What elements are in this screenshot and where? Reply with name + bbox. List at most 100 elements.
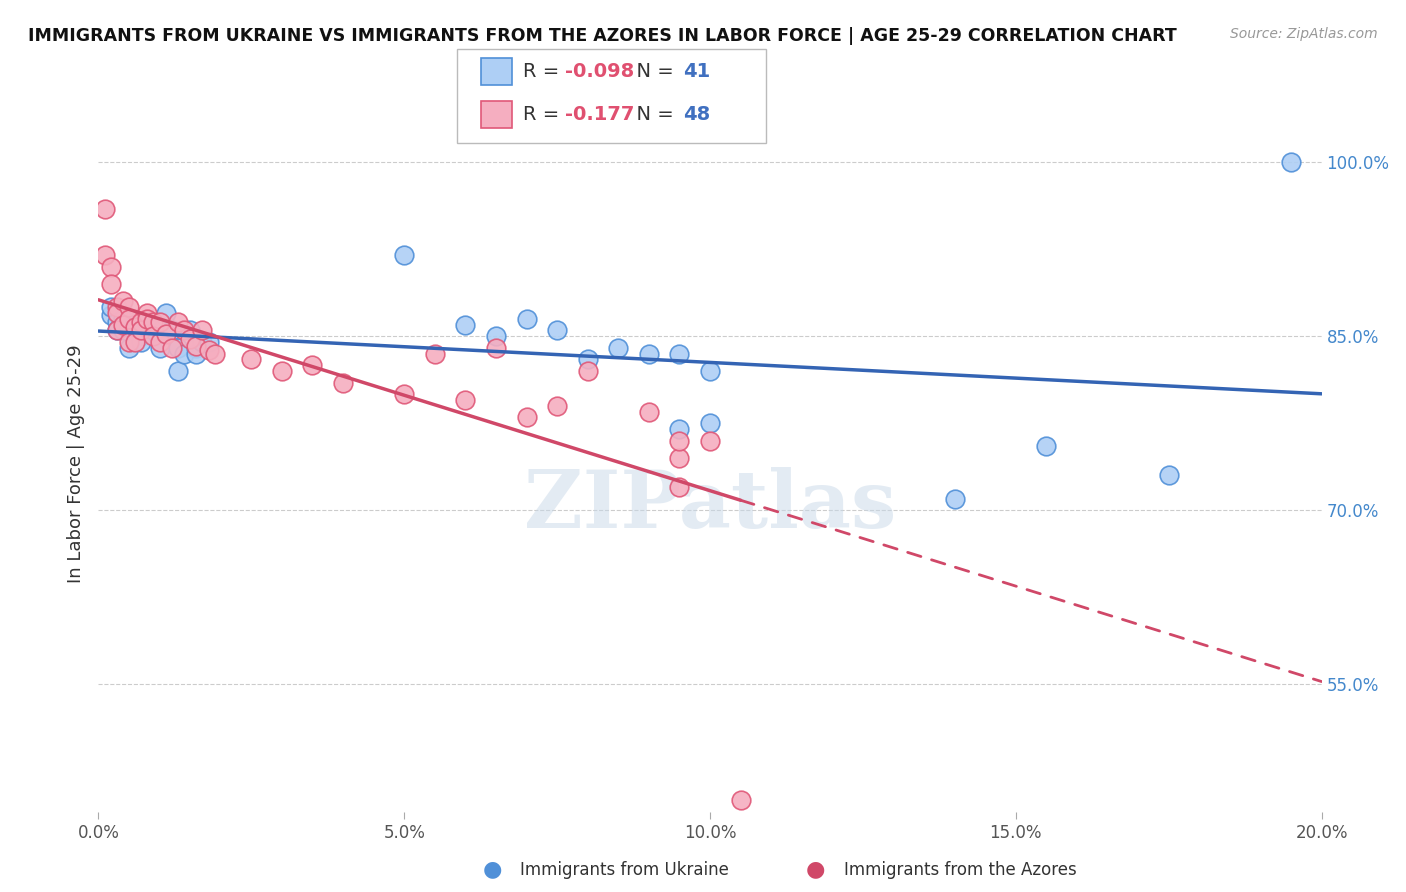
Point bbox=[179, 324, 201, 338]
Point bbox=[1157, 468, 1180, 483]
Point bbox=[149, 341, 172, 355]
Point bbox=[186, 338, 208, 352]
Point bbox=[105, 324, 128, 338]
Point bbox=[699, 416, 721, 431]
Point bbox=[485, 341, 508, 355]
Point bbox=[124, 320, 146, 334]
Point bbox=[105, 324, 128, 338]
Point bbox=[699, 434, 721, 448]
Point bbox=[100, 277, 122, 292]
Point bbox=[197, 335, 219, 350]
Point bbox=[668, 434, 690, 448]
Point bbox=[105, 306, 128, 320]
Point bbox=[118, 301, 141, 315]
Point bbox=[668, 347, 690, 361]
Point bbox=[186, 341, 208, 355]
Point bbox=[270, 364, 292, 378]
Text: 41: 41 bbox=[683, 62, 710, 81]
Point bbox=[167, 341, 190, 355]
Point bbox=[204, 347, 226, 361]
Point bbox=[93, 248, 115, 262]
Text: Source: ZipAtlas.com: Source: ZipAtlas.com bbox=[1230, 27, 1378, 41]
Text: ●: ● bbox=[806, 860, 825, 880]
Point bbox=[105, 301, 128, 315]
Text: -0.177: -0.177 bbox=[565, 104, 634, 124]
Point bbox=[160, 341, 183, 355]
Point bbox=[454, 318, 477, 332]
Point bbox=[100, 260, 122, 274]
Point bbox=[167, 364, 190, 378]
Point bbox=[118, 341, 141, 355]
Point bbox=[111, 324, 134, 338]
Point bbox=[392, 248, 416, 262]
Text: IMMIGRANTS FROM UKRAINE VS IMMIGRANTS FROM THE AZORES IN LABOR FORCE | AGE 25-29: IMMIGRANTS FROM UKRAINE VS IMMIGRANTS FR… bbox=[28, 27, 1177, 45]
Point bbox=[93, 202, 115, 216]
Point bbox=[576, 364, 599, 378]
Point bbox=[118, 312, 141, 326]
Point bbox=[637, 347, 661, 361]
Point bbox=[1279, 155, 1302, 169]
Point bbox=[516, 312, 538, 326]
Point bbox=[454, 392, 477, 407]
Point bbox=[197, 343, 219, 358]
Point bbox=[576, 352, 599, 367]
Point bbox=[546, 324, 568, 338]
Text: -0.098: -0.098 bbox=[565, 62, 634, 81]
Point bbox=[142, 315, 165, 329]
Point bbox=[118, 335, 141, 350]
Point bbox=[118, 320, 141, 334]
Point bbox=[100, 309, 122, 323]
Point bbox=[943, 491, 966, 506]
Point bbox=[668, 480, 690, 494]
Point bbox=[149, 315, 172, 329]
Point bbox=[699, 364, 721, 378]
Point bbox=[111, 312, 134, 326]
Point bbox=[301, 359, 323, 373]
Point bbox=[136, 312, 159, 326]
Point bbox=[111, 294, 134, 309]
Y-axis label: In Labor Force | Age 25-29: In Labor Force | Age 25-29 bbox=[66, 344, 84, 583]
Point bbox=[191, 324, 214, 338]
Point bbox=[155, 306, 177, 320]
Text: ●: ● bbox=[482, 860, 502, 880]
Point bbox=[392, 387, 416, 401]
Text: 48: 48 bbox=[683, 104, 710, 124]
Point bbox=[637, 405, 661, 419]
Text: Immigrants from the Azores: Immigrants from the Azores bbox=[844, 861, 1077, 879]
Point bbox=[124, 324, 146, 338]
Text: N =: N = bbox=[624, 104, 681, 124]
Point bbox=[105, 315, 128, 329]
Point bbox=[546, 399, 568, 413]
Point bbox=[129, 324, 152, 338]
Point bbox=[129, 335, 152, 350]
Point bbox=[516, 410, 538, 425]
Point bbox=[160, 324, 183, 338]
Point bbox=[136, 320, 159, 334]
Text: N =: N = bbox=[624, 62, 681, 81]
Point bbox=[179, 332, 201, 346]
Point bbox=[129, 329, 152, 343]
Point bbox=[485, 329, 508, 343]
Point bbox=[1035, 440, 1057, 454]
Point bbox=[173, 324, 195, 338]
Point bbox=[111, 318, 134, 332]
Point bbox=[149, 335, 172, 350]
Text: R =: R = bbox=[523, 62, 565, 81]
Point bbox=[124, 335, 146, 350]
Point bbox=[730, 793, 752, 807]
Text: ZIPatlas: ZIPatlas bbox=[524, 467, 896, 545]
Text: R =: R = bbox=[523, 104, 565, 124]
Point bbox=[186, 347, 208, 361]
Point bbox=[173, 347, 195, 361]
Point bbox=[129, 315, 152, 329]
Point bbox=[142, 324, 165, 338]
Point bbox=[100, 301, 122, 315]
Point bbox=[136, 306, 159, 320]
Point bbox=[191, 335, 214, 350]
Point bbox=[124, 315, 146, 329]
Point bbox=[668, 422, 690, 436]
Point bbox=[240, 352, 263, 367]
Point bbox=[167, 315, 190, 329]
Point bbox=[142, 329, 165, 343]
Point bbox=[332, 376, 354, 390]
